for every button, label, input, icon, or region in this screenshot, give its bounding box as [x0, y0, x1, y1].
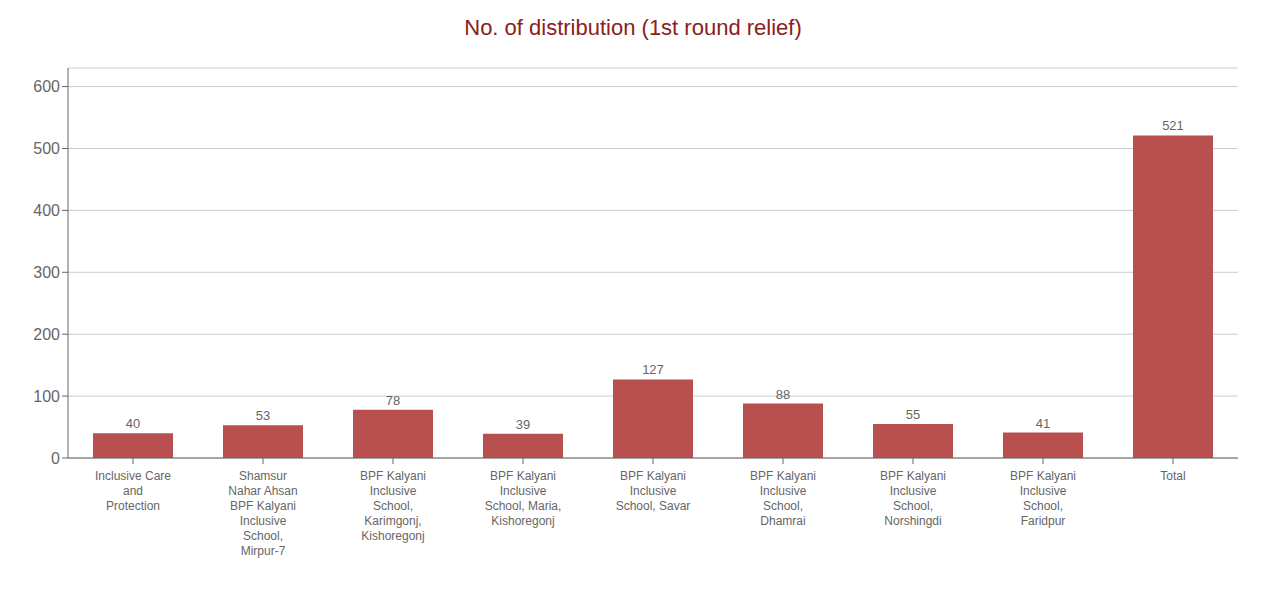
svg-text:127: 127 — [642, 362, 664, 377]
svg-text:88: 88 — [776, 387, 790, 402]
svg-text:400: 400 — [33, 202, 60, 219]
svg-text:41: 41 — [1036, 416, 1050, 431]
svg-text:55: 55 — [906, 407, 920, 422]
svg-text:521: 521 — [1162, 118, 1184, 133]
svg-text:100: 100 — [33, 388, 60, 405]
svg-text:BPF KalyaniInclusiveSchool,Kar: BPF KalyaniInclusiveSchool,Karimgonj,Kis… — [360, 469, 426, 543]
svg-text:600: 600 — [33, 78, 60, 95]
svg-text:40: 40 — [126, 416, 140, 431]
svg-text:ShamsurNahar AhsanBPF KalyaniI: ShamsurNahar AhsanBPF KalyaniInclusiveSc… — [228, 469, 297, 558]
svg-text:200: 200 — [33, 326, 60, 343]
svg-text:500: 500 — [33, 140, 60, 157]
svg-text:Total: Total — [1160, 469, 1185, 483]
svg-text:Inclusive CareandProtection: Inclusive CareandProtection — [95, 469, 171, 513]
svg-text:BPF KalyaniInclusiveSchool, Ma: BPF KalyaniInclusiveSchool, Maria,Kishor… — [485, 469, 562, 528]
svg-text:BPF KalyaniInclusiveSchool,Nor: BPF KalyaniInclusiveSchool,Norshingdi — [880, 469, 946, 528]
svg-text:BPF KalyaniInclusiveSchool,Far: BPF KalyaniInclusiveSchool,Faridpur — [1010, 469, 1076, 528]
svg-text:0: 0 — [51, 450, 60, 467]
html-text:No. of distribution (1st round: No. of distribution (1st round relief) — [464, 15, 802, 40]
svg-text:53: 53 — [256, 408, 270, 423]
svg-text:300: 300 — [33, 264, 60, 281]
svg-text:39: 39 — [516, 417, 530, 432]
svg-text:BPF KalyaniInclusiveSchool,Dha: BPF KalyaniInclusiveSchool,Dhamrai — [750, 469, 816, 528]
svg-text:BPF KalyaniInclusiveSchool, Sa: BPF KalyaniInclusiveSchool, Savar — [616, 469, 691, 513]
svg-text:78: 78 — [386, 393, 400, 408]
